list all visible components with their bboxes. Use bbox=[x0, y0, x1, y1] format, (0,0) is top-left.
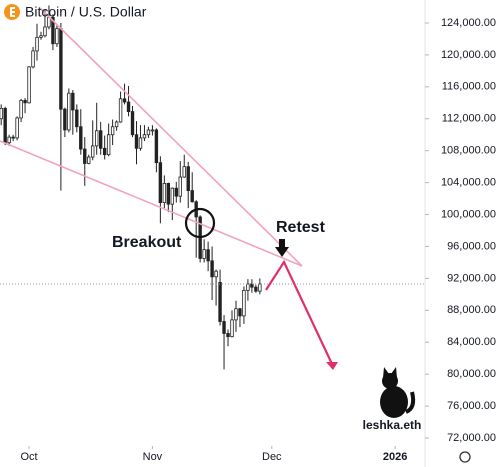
candle-body bbox=[110, 126, 115, 136]
x-tick-label: Dec bbox=[262, 451, 282, 463]
candle-body bbox=[146, 129, 151, 136]
candle-body bbox=[27, 66, 31, 104]
y-tick-label: 100,000.00 bbox=[441, 208, 496, 220]
candle-body bbox=[138, 137, 143, 149]
settings-icon[interactable] bbox=[459, 451, 471, 463]
candle-body bbox=[134, 134, 139, 149]
candle-body bbox=[59, 28, 63, 110]
candle-body bbox=[226, 333, 230, 338]
candle-body bbox=[106, 134, 111, 156]
candle-body bbox=[190, 190, 194, 203]
projection-line bbox=[265, 259, 333, 365]
y-tick-label: 96,000.00 bbox=[447, 240, 496, 252]
candle-body bbox=[186, 166, 190, 191]
candle-body bbox=[19, 100, 23, 119]
candle-body bbox=[182, 166, 186, 178]
y-tick-label: 104,000.00 bbox=[441, 177, 496, 189]
candle-body bbox=[83, 148, 87, 164]
candle-body bbox=[0, 107, 3, 120]
candle-body bbox=[23, 100, 27, 104]
y-tick-label: 72,000.00 bbox=[447, 432, 496, 444]
y-tick-label: 88,000.00 bbox=[447, 304, 496, 316]
candle-body bbox=[3, 107, 7, 144]
candle-body bbox=[238, 308, 242, 317]
candle-body bbox=[94, 130, 99, 147]
chart-title: Bitcoin / U.S. Dollar bbox=[25, 4, 147, 20]
candle-body bbox=[91, 145, 95, 158]
breakout-label: Breakout bbox=[112, 234, 182, 251]
candle-body bbox=[142, 134, 147, 139]
candle-body bbox=[67, 92, 71, 131]
candle-body bbox=[39, 35, 43, 38]
cat-icon bbox=[380, 367, 416, 418]
candle-body bbox=[75, 109, 79, 128]
candle-body bbox=[71, 92, 75, 111]
candle-body bbox=[118, 98, 123, 123]
candle-body bbox=[178, 176, 182, 197]
symbol-icon bbox=[4, 4, 20, 20]
candle-body bbox=[214, 270, 218, 278]
candle-body bbox=[246, 283, 250, 291]
candle-body bbox=[11, 136, 15, 139]
y-tick-label: 76,000.00 bbox=[447, 400, 496, 412]
candle-body bbox=[218, 281, 222, 322]
projection-arrowhead bbox=[326, 362, 338, 370]
candle-body bbox=[174, 187, 178, 197]
candle-body bbox=[51, 16, 55, 45]
retest-label: Retest bbox=[276, 219, 326, 236]
candle-body bbox=[102, 147, 107, 156]
candle-body bbox=[55, 28, 59, 45]
watermark: leshka.eth bbox=[363, 418, 422, 432]
candle-body bbox=[43, 26, 47, 37]
candle-body bbox=[87, 156, 91, 164]
lower-trendline bbox=[0, 140, 303, 267]
y-tick-label: 124,000.00 bbox=[441, 17, 496, 29]
candle-body bbox=[250, 283, 254, 288]
candle-body bbox=[126, 101, 131, 112]
candle-body bbox=[63, 108, 67, 131]
candle-body bbox=[31, 50, 35, 68]
candle-body bbox=[222, 321, 226, 334]
candle-body bbox=[166, 183, 171, 205]
candle-body bbox=[114, 121, 119, 128]
candle-body bbox=[234, 308, 238, 321]
y-tick-label: 84,000.00 bbox=[447, 336, 496, 348]
y-tick-label: 80,000.00 bbox=[447, 368, 496, 380]
y-tick-label: 120,000.00 bbox=[441, 49, 496, 61]
candle-body bbox=[170, 187, 175, 205]
candle-body bbox=[122, 98, 127, 103]
candle-body bbox=[210, 260, 214, 278]
candle-body bbox=[206, 249, 210, 262]
x-tick-label: Oct bbox=[20, 451, 37, 463]
upper-trendline bbox=[39, 7, 303, 267]
y-tick-label: 112,000.00 bbox=[442, 113, 496, 125]
candle-body bbox=[98, 130, 103, 149]
retest-arrow-head bbox=[275, 247, 289, 257]
candle-body bbox=[154, 129, 159, 164]
candle-body bbox=[158, 162, 163, 203]
candle-body bbox=[130, 111, 135, 136]
candle-body bbox=[79, 126, 83, 150]
candle-body bbox=[15, 117, 19, 139]
x-tick-label: 2026 bbox=[383, 451, 407, 463]
y-tick-label: 116,000.00 bbox=[442, 81, 496, 93]
breakout-circle bbox=[184, 207, 216, 239]
retest-arrow-shaft bbox=[279, 239, 285, 248]
candle-body bbox=[35, 36, 39, 52]
candle-body bbox=[162, 183, 167, 203]
candle-body bbox=[150, 129, 155, 132]
candle-body bbox=[242, 289, 246, 317]
candle-body bbox=[202, 249, 206, 259]
y-tick-label: 108,000.00 bbox=[441, 145, 496, 157]
candle-body bbox=[230, 319, 234, 338]
candle-body bbox=[7, 136, 11, 144]
x-tick-label: Nov bbox=[143, 451, 163, 463]
candle-body bbox=[254, 286, 258, 292]
candle-body bbox=[258, 283, 262, 292]
y-tick-label: 92,000.00 bbox=[447, 272, 496, 284]
